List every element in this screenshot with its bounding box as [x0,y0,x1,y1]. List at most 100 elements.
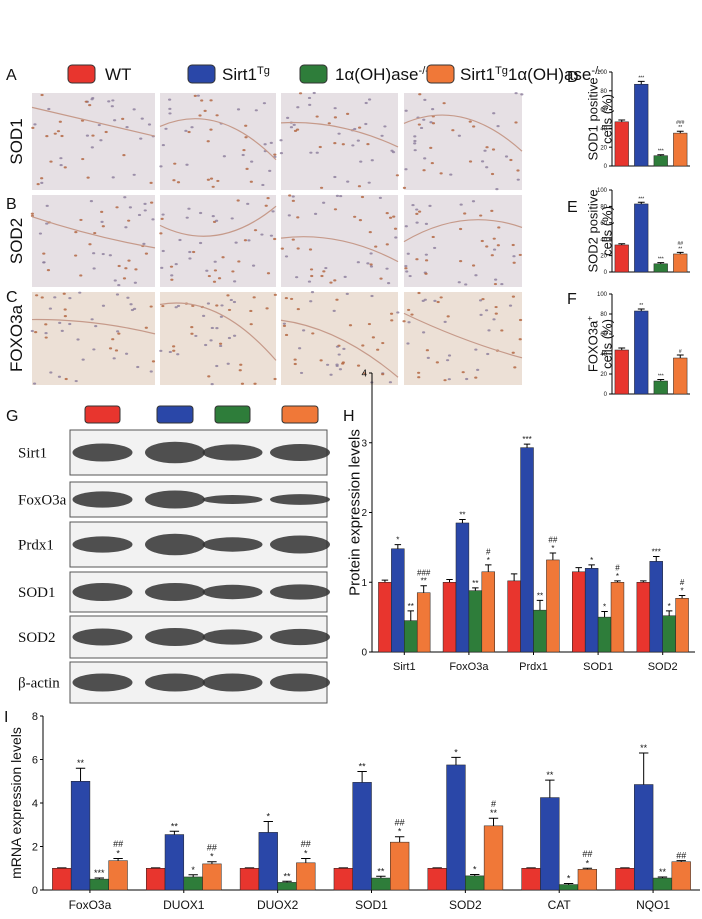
significance-label: ### [676,120,685,126]
cell [90,98,94,101]
y-axis-label: mRNA expression levels [8,727,24,879]
cell [92,267,96,270]
cell [250,160,254,163]
bar [404,620,418,653]
tissue-line [31,216,156,249]
legend-label: WT [105,65,131,84]
cell [422,169,426,172]
significance-label: * [116,848,120,858]
error-bar [485,564,492,572]
error-bar [169,830,180,835]
cell [332,309,336,312]
significance-label: ** [377,866,385,876]
y-tick-label: 8 [32,711,38,723]
bar [465,875,485,891]
cell [178,238,182,242]
cell [423,98,427,101]
blot-band [270,535,330,554]
cell [518,318,523,322]
cell [187,207,191,210]
micrograph [404,93,522,190]
significance-label: # [491,799,496,809]
cell [273,377,277,381]
significance-label: ** [678,246,682,252]
cell [322,270,326,273]
cell [64,377,68,381]
bar [352,782,372,891]
error-bar [394,544,402,549]
cell [425,349,429,352]
bar [653,155,668,167]
y-tick-label: 40 [600,127,607,133]
cell [214,219,219,222]
cell [264,204,268,207]
y-tick-label: 20 [600,145,607,151]
error-bar [618,347,626,350]
cell [433,246,437,250]
cell [512,255,516,258]
error-bar [657,876,668,879]
cell [370,294,374,298]
cell [474,348,478,351]
cell [139,137,143,140]
cell [101,304,106,307]
significance-label: ** [490,808,498,818]
cell [81,157,85,161]
micrograph [32,195,155,287]
bar [662,615,676,653]
cell [327,122,331,125]
y-tick-label: 3 [361,438,367,449]
cell [240,382,245,385]
cell [100,210,104,213]
cell [431,235,435,239]
cell [476,368,480,371]
cell [128,206,132,209]
cell [187,130,191,134]
cell [393,227,398,230]
y-tick-label: 0 [32,885,38,897]
bar [371,877,391,891]
y-tick-label: 100 [597,292,608,298]
cell [429,146,433,149]
cell [518,253,522,257]
cell [260,233,264,236]
cell [449,173,453,176]
cell [206,178,210,181]
cell [486,352,490,356]
cell [91,134,95,137]
y-tick-label: 60 [600,221,607,227]
cell [151,360,156,363]
x-tick-label: CAT [548,898,572,912]
cell [419,126,424,130]
cell [249,323,253,326]
cell [205,269,209,272]
cell [356,261,360,264]
bar [507,580,521,653]
cell [351,144,355,147]
significance-label: ## [207,842,217,852]
significance-label: ** [639,303,643,309]
significance-label: ** [546,770,554,780]
error-bar [381,579,389,583]
blot-band [270,673,330,692]
cell [404,225,408,228]
y-axis-label: SOD1 positive [585,77,600,160]
significance-label: ** [459,510,465,519]
cell [293,358,297,361]
cell [324,266,328,270]
cell [63,314,67,318]
cell [215,327,219,330]
y-axis-label: SOD2 positive [585,189,600,272]
cell [443,379,447,382]
cell [221,256,225,259]
cell [457,281,461,284]
blot-band [145,441,205,464]
blot-band [145,628,205,646]
cell [46,269,51,272]
blot-band [145,583,205,601]
cell [124,226,128,229]
cell [368,231,372,234]
cell [492,237,496,240]
cell [404,267,408,270]
text-run: + [584,316,594,321]
